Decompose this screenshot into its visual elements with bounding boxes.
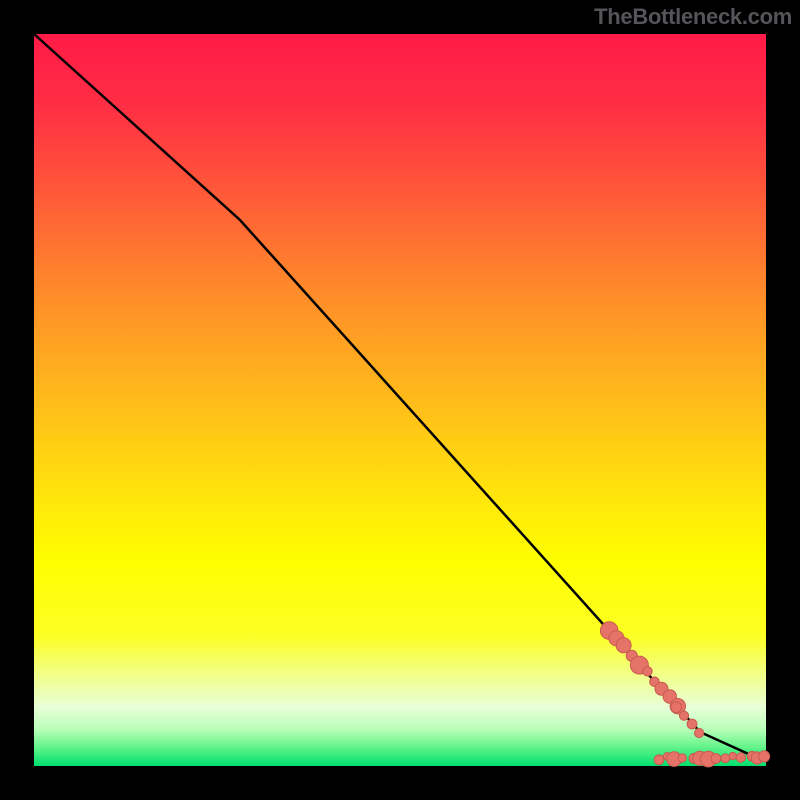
data-marker <box>759 751 770 762</box>
data-marker <box>695 728 704 737</box>
data-marker <box>643 667 652 676</box>
data-marker <box>671 702 682 713</box>
data-marker <box>736 753 745 762</box>
data-marker <box>654 755 664 765</box>
chart-container: { "watermark": "TheBottleneck.com", "can… <box>0 0 800 800</box>
data-marker <box>711 754 721 764</box>
data-marker <box>678 754 686 762</box>
data-marker <box>729 752 736 759</box>
data-marker <box>721 754 730 763</box>
plot-background <box>34 34 766 766</box>
watermark-text: TheBottleneck.com <box>594 4 792 30</box>
data-marker <box>687 719 697 729</box>
chart-svg <box>0 0 800 800</box>
data-marker <box>679 711 688 720</box>
